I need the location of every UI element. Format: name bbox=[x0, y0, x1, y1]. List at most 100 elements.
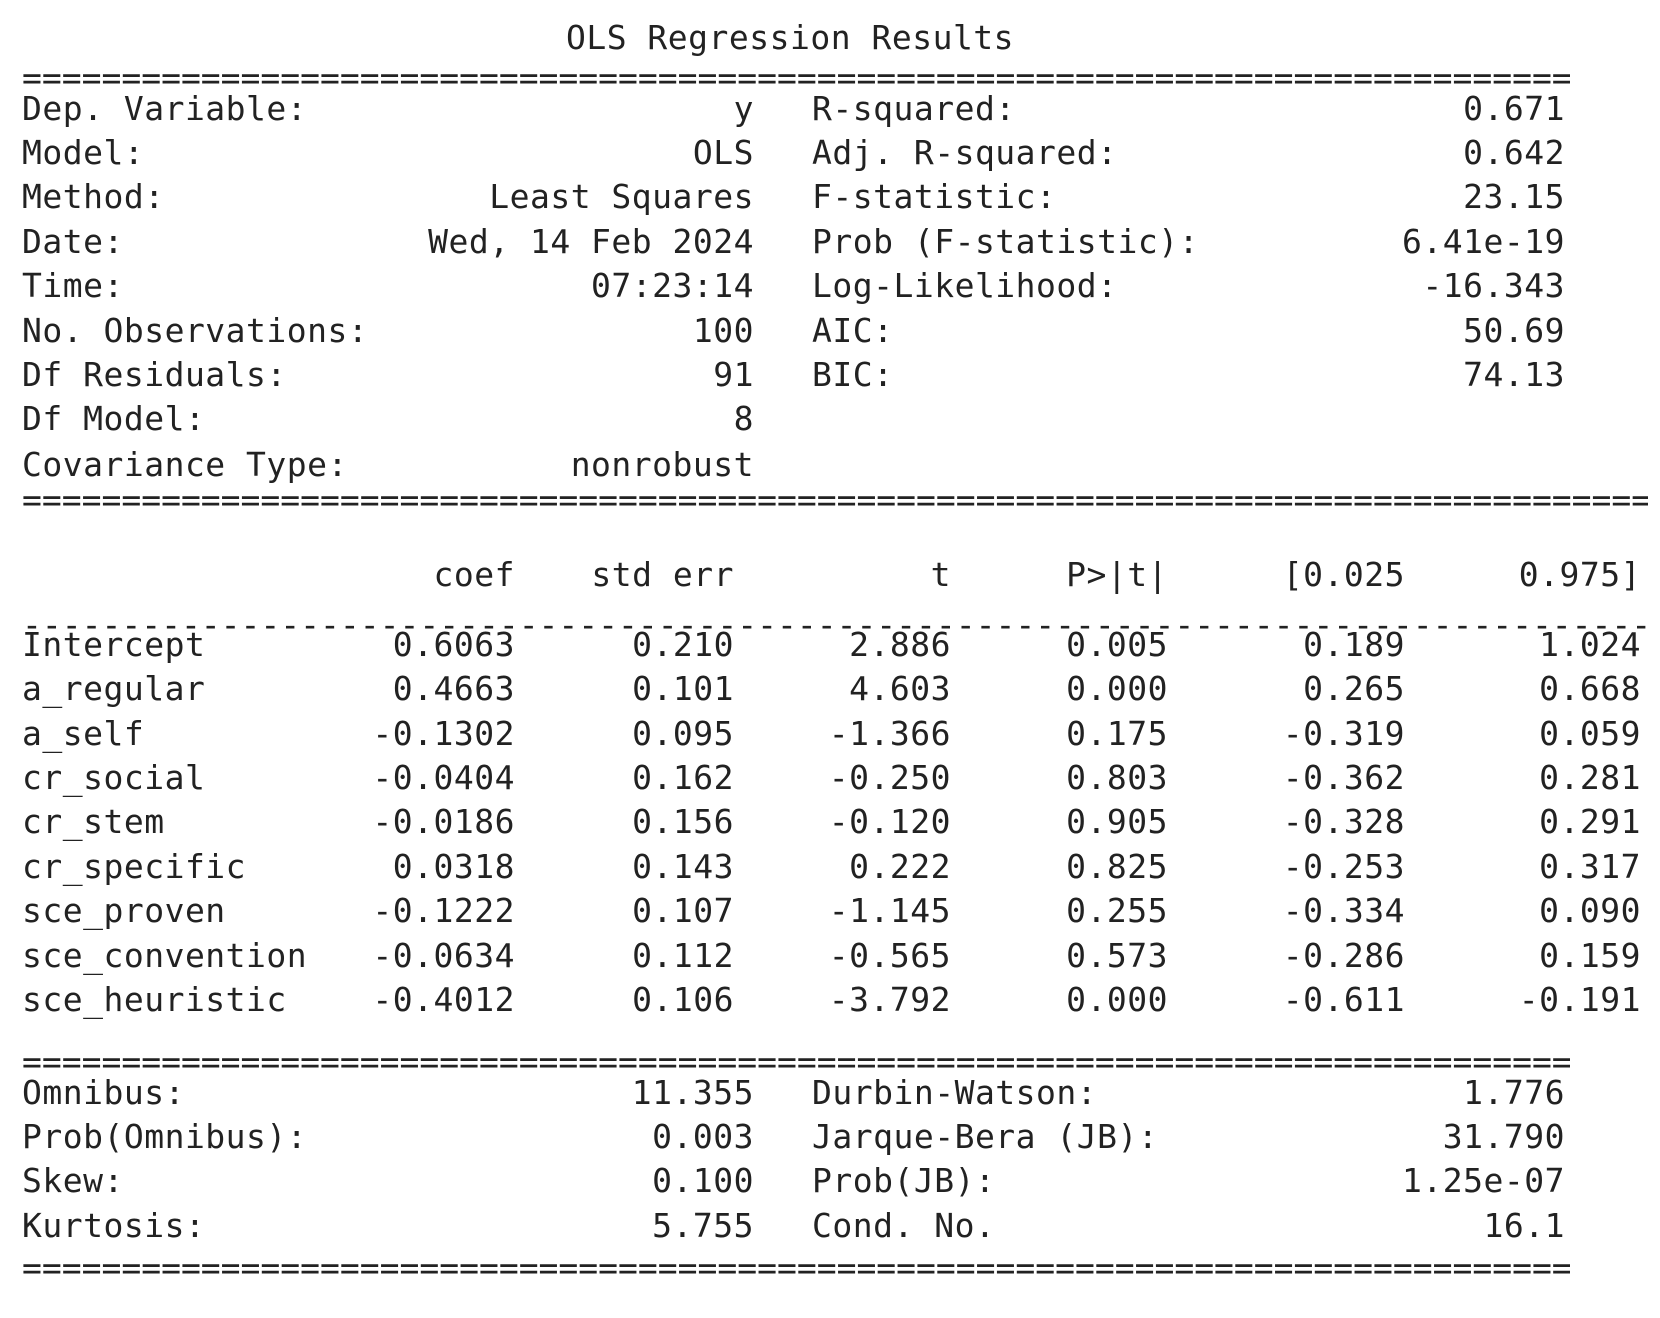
diagnostic-label: Omnibus: bbox=[22, 1073, 185, 1112]
table-cell: 4.603 bbox=[849, 669, 951, 708]
diagnostic-stat-value: 1.776 bbox=[1463, 1073, 1565, 1112]
table-cell: 0.143 bbox=[632, 847, 734, 886]
table-cell: -0.328 bbox=[1282, 802, 1405, 841]
model-info-label: Date: bbox=[22, 222, 124, 261]
model-stat-value: -16.343 bbox=[1422, 266, 1565, 305]
model-info-value: nonrobust bbox=[570, 445, 754, 484]
row-variable-name: Intercept bbox=[22, 625, 206, 664]
table-cell: 0.000 bbox=[1066, 980, 1168, 1019]
model-stat-label: Adj. R-squared: bbox=[812, 133, 1118, 172]
diagnostic-stat-label: Jarque-Bera (JB): bbox=[812, 1117, 1159, 1156]
diagnostic-value: 11.355 bbox=[631, 1073, 754, 1112]
table-cell: 0.265 bbox=[1303, 669, 1405, 708]
table-cell: -0.0404 bbox=[372, 758, 515, 797]
model-stat-value: 0.642 bbox=[1463, 133, 1565, 172]
table-cell: -0.250 bbox=[828, 758, 951, 797]
diagnostic-stat-value: 31.790 bbox=[1442, 1117, 1565, 1156]
column-header: P>|t| bbox=[1066, 555, 1168, 594]
table-cell: 0.825 bbox=[1066, 847, 1168, 886]
model-info-value: y bbox=[733, 89, 754, 128]
table-cell: -0.0186 bbox=[372, 802, 515, 841]
table-single-separator: ----------------------------------------… bbox=[22, 605, 1648, 644]
table-cell: 0.005 bbox=[1066, 625, 1168, 664]
row-variable-name: sce_convention bbox=[22, 936, 308, 975]
row-variable-name: sce_heuristic bbox=[22, 980, 287, 1019]
model-info-value: 91 bbox=[713, 355, 754, 394]
model-stat-label: R-squared: bbox=[812, 89, 1016, 128]
model-stat-value: 74.13 bbox=[1463, 355, 1565, 394]
table-cell: 0.106 bbox=[632, 980, 734, 1019]
table-cell: -0.362 bbox=[1282, 758, 1405, 797]
table-cell: -0.120 bbox=[828, 802, 951, 841]
model-stat-value: 6.41e-19 bbox=[1402, 222, 1565, 261]
model-stat-label: F-statistic: bbox=[812, 177, 1057, 216]
table-cell: -0.565 bbox=[828, 936, 951, 975]
table-cell: -0.319 bbox=[1282, 714, 1405, 753]
table-cell: -3.792 bbox=[828, 980, 951, 1019]
table-cell: -0.286 bbox=[1282, 936, 1405, 975]
diagnostic-label: Prob(Omnibus): bbox=[22, 1117, 308, 1156]
table-cell: 0.189 bbox=[1303, 625, 1405, 664]
table-cell: -0.0634 bbox=[372, 936, 515, 975]
table-cell: 1.024 bbox=[1539, 625, 1641, 664]
diagnostic-value: 0.003 bbox=[652, 1117, 754, 1156]
table-cell: -1.145 bbox=[828, 891, 951, 930]
table-cell: 2.886 bbox=[849, 625, 951, 664]
table-cell: 0.101 bbox=[632, 669, 734, 708]
table-cell: -0.334 bbox=[1282, 891, 1405, 930]
model-info-value: Wed, 14 Feb 2024 bbox=[428, 222, 754, 261]
column-header: [0.025 bbox=[1282, 555, 1405, 594]
table-cell: 0.107 bbox=[632, 891, 734, 930]
table-cell: -0.1222 bbox=[372, 891, 515, 930]
diagnostic-stat-label: Prob(JB): bbox=[812, 1161, 996, 1200]
column-header: t bbox=[930, 555, 951, 594]
diagnostic-stat-value: 1.25e-07 bbox=[1402, 1161, 1565, 1200]
table-cell: -0.191 bbox=[1518, 980, 1641, 1019]
model-stat-value: 23.15 bbox=[1463, 177, 1565, 216]
model-info-label: Time: bbox=[22, 266, 124, 305]
diagnostic-stat-value: 16.1 bbox=[1483, 1206, 1565, 1245]
model-stat-label: BIC: bbox=[812, 355, 894, 394]
table-cell: 0.4663 bbox=[392, 669, 515, 708]
table-cell: 0.162 bbox=[632, 758, 734, 797]
model-stat-label: Log-Likelihood: bbox=[812, 266, 1118, 305]
table-cell: 0.000 bbox=[1066, 669, 1168, 708]
model-info-label: Df Model: bbox=[22, 399, 206, 438]
diagnostic-stat-label: Durbin-Watson: bbox=[812, 1073, 1098, 1112]
table-cell: 0.668 bbox=[1539, 669, 1641, 708]
model-stat-value: 0.671 bbox=[1463, 89, 1565, 128]
table-cell: 0.281 bbox=[1539, 758, 1641, 797]
table-cell: 0.210 bbox=[632, 625, 734, 664]
table-double-separator: ========================================… bbox=[22, 480, 1648, 519]
model-info-label: Covariance Type: bbox=[22, 445, 348, 484]
table-cell: 0.159 bbox=[1539, 936, 1641, 975]
model-stat-label: AIC: bbox=[812, 311, 894, 350]
row-variable-name: sce_proven bbox=[22, 891, 226, 930]
model-info-value: 8 bbox=[733, 399, 754, 438]
model-info-value: Least Squares bbox=[489, 177, 754, 216]
diagnostics-double-separator: ========================================… bbox=[22, 1042, 1570, 1081]
row-variable-name: a_regular bbox=[22, 669, 206, 708]
table-cell: 0.112 bbox=[632, 936, 734, 975]
column-header: std err bbox=[591, 555, 734, 594]
model-info-label: Dep. Variable: bbox=[22, 89, 308, 128]
model-info-label: No. Observations: bbox=[22, 311, 369, 350]
model-stat-value: 50.69 bbox=[1463, 311, 1565, 350]
table-cell: 0.291 bbox=[1539, 802, 1641, 841]
table-cell: 0.222 bbox=[849, 847, 951, 886]
table-cell: 0.803 bbox=[1066, 758, 1168, 797]
diagnostic-label: Kurtosis: bbox=[22, 1206, 206, 1245]
model-info-value: OLS bbox=[692, 133, 754, 172]
top-double-separator: ========================================… bbox=[22, 58, 1570, 97]
diagnostic-label: Skew: bbox=[22, 1161, 124, 1200]
bottom-double-separator: ========================================… bbox=[22, 1248, 1570, 1287]
column-header: 0.975] bbox=[1518, 555, 1641, 594]
report-title: OLS Regression Results bbox=[565, 18, 1015, 57]
model-info-label: Method: bbox=[22, 177, 165, 216]
table-cell: -0.253 bbox=[1282, 847, 1405, 886]
table-cell: 0.059 bbox=[1539, 714, 1641, 753]
table-cell: 0.6063 bbox=[392, 625, 515, 664]
table-cell: 0.175 bbox=[1066, 714, 1168, 753]
table-cell: -1.366 bbox=[828, 714, 951, 753]
